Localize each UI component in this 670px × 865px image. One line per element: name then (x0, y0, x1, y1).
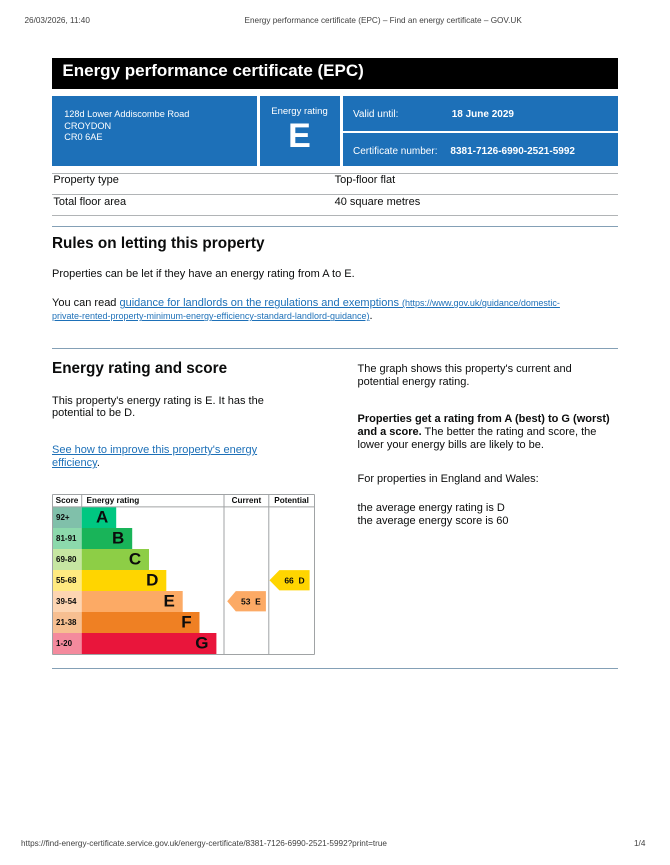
svg-text:21-38: 21-38 (56, 618, 77, 627)
svg-text:1-20: 1-20 (56, 639, 73, 648)
svg-text:G: G (195, 633, 208, 652)
svg-text:81-91: 81-91 (56, 534, 77, 543)
svg-text:E: E (163, 591, 174, 610)
svg-text:D: D (146, 570, 158, 589)
svg-text:F: F (181, 612, 191, 631)
svg-text:Potential: Potential (274, 496, 309, 505)
svg-text:Energy rating: Energy rating (87, 496, 140, 505)
svg-text:92+: 92+ (56, 513, 70, 522)
svg-text:A: A (96, 507, 108, 526)
svg-text:B: B (112, 528, 124, 547)
svg-text:66 D: 66 D (284, 575, 304, 585)
svg-text:Score: Score (56, 496, 79, 505)
svg-text:39-54: 39-54 (56, 597, 77, 606)
svg-text:C: C (129, 549, 141, 568)
svg-text:55-68: 55-68 (56, 576, 77, 585)
svg-text:Current: Current (232, 496, 262, 505)
svg-text:53 E: 53 E (241, 596, 261, 606)
svg-text:69-80: 69-80 (56, 555, 77, 564)
